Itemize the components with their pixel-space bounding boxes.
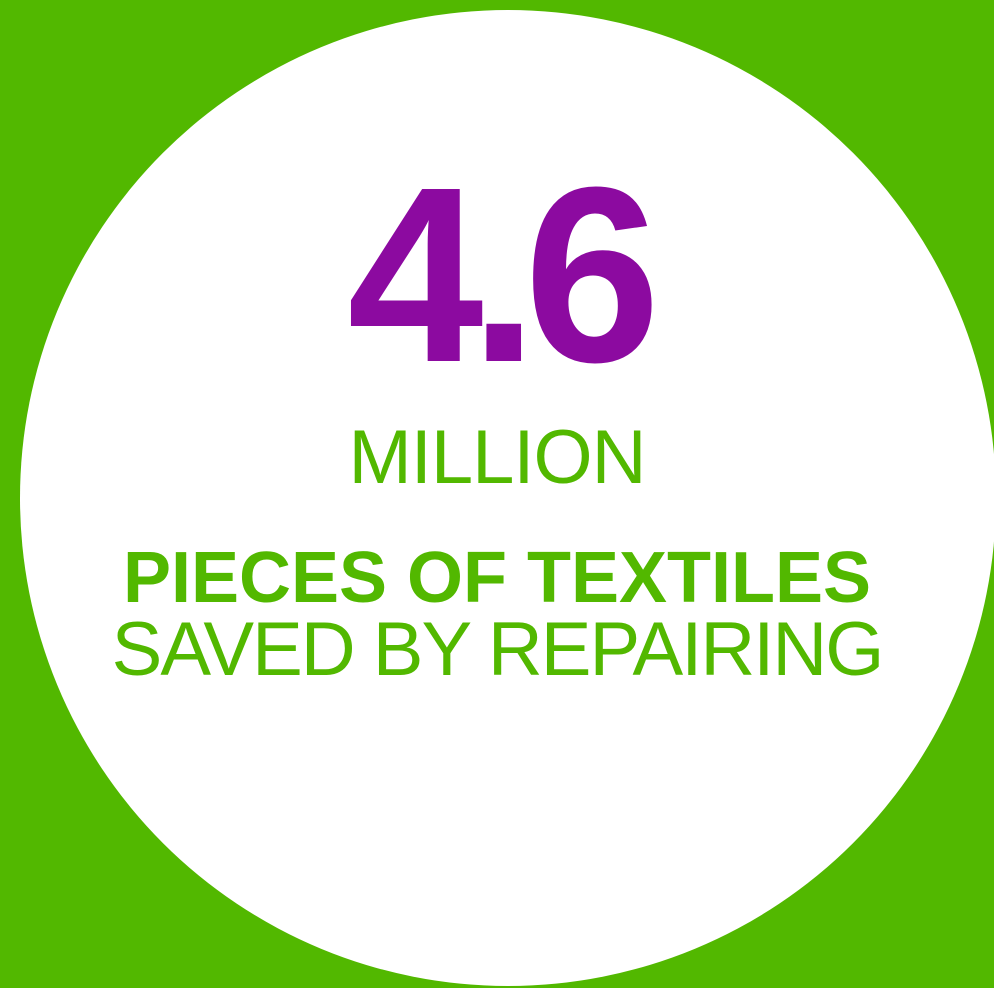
stat-value: 4.6 xyxy=(347,135,660,414)
white-circle-badge xyxy=(20,10,994,986)
stat-unit: MILLION xyxy=(348,415,646,500)
stat-headline: PIECES OF TEXTILES xyxy=(122,538,872,618)
stat-subline: SAVED BY REPAIRING xyxy=(111,607,885,692)
